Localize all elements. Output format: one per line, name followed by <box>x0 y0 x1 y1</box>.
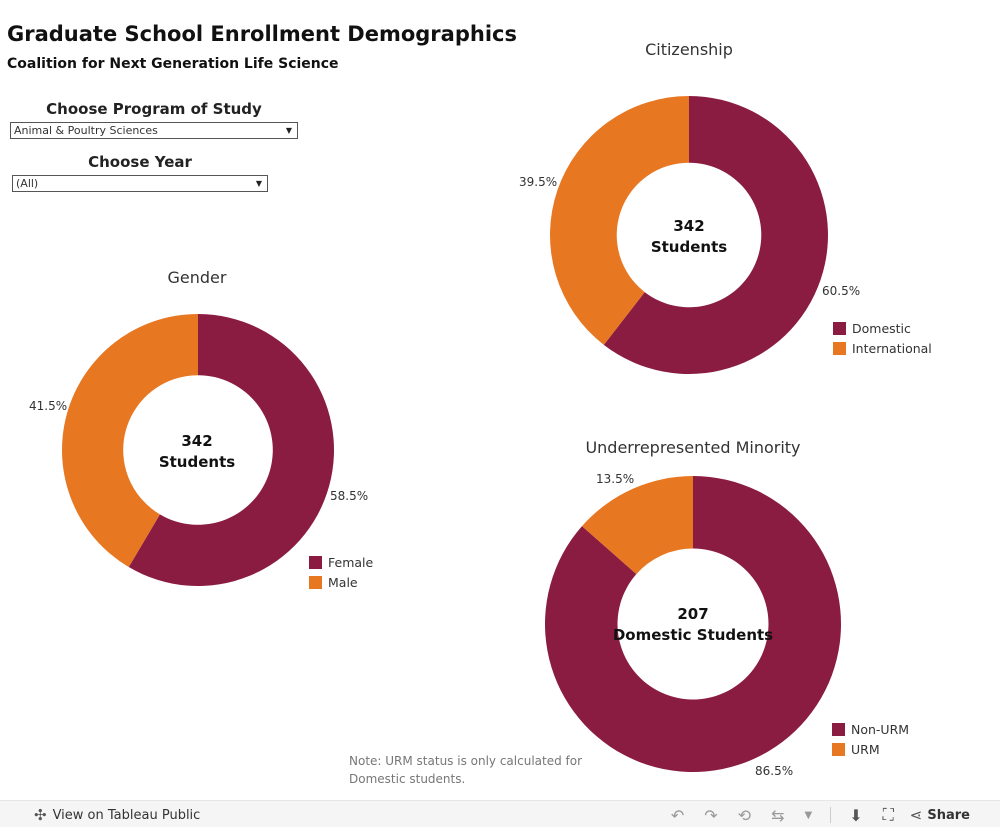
legend-item-male[interactable]: Male <box>309 572 373 592</box>
citizenship-chart-title: Citizenship <box>645 40 733 59</box>
legend-label-non-urm: Non-URM <box>851 721 910 737</box>
dropdown-arrow-icon: ▼ <box>285 126 292 135</box>
legend-label-male: Male <box>328 574 358 590</box>
pause-dropdown-icon[interactable]: ▼ <box>804 809 813 821</box>
urm-note: Note: URM status is only calculated for … <box>349 754 583 786</box>
citizenship-donut-chart <box>550 96 828 374</box>
urm-slice-urm[interactable] <box>581 476 693 575</box>
urm-urm-pct-label: 13.5% <box>596 472 635 486</box>
legend-swatch-international <box>833 341 846 355</box>
citizenship-center-count: 342 <box>673 217 705 235</box>
program-dropdown[interactable]: Animal & Poultry Sciences ▼ <box>10 122 298 139</box>
urm-donut-chart <box>545 476 841 772</box>
gender-donut-chart <box>61 314 334 586</box>
legend-item-domestic[interactable]: Domestic <box>833 318 932 338</box>
redo-icon[interactable]: ↷ <box>704 805 718 825</box>
citizenship-slice-international[interactable] <box>550 96 689 345</box>
share-button[interactable]: ⋖ Share <box>910 806 970 824</box>
legend-label-female: Female <box>328 554 374 570</box>
gender-center-unit: Students <box>158 453 236 471</box>
toolbar-separator <box>830 807 832 823</box>
undo-icon[interactable]: ↶ <box>670 805 685 825</box>
citizenship-center-label: 342 Students <box>609 216 769 258</box>
urm-center-unit: Domestic Students <box>612 626 774 644</box>
legend-swatch-domestic <box>833 321 846 335</box>
year-dropdown[interactable]: (All) ▼ <box>12 175 268 192</box>
gender-male-pct-label: 41.5% <box>29 399 68 413</box>
program-dropdown-value: Animal & Poultry Sciences <box>14 124 158 137</box>
legend-label-international: International <box>852 340 932 356</box>
tableau-toolbar: ✣ View on Tableau Public ↶ ↷ ⟲ ⇆ ▼ ⬇ ⛶ ⋖… <box>0 800 1000 827</box>
refresh-icon[interactable]: ⇆ <box>771 805 785 825</box>
revert-icon[interactable]: ⟲ <box>737 805 752 825</box>
urm-slice-non-urm[interactable] <box>545 476 841 772</box>
fullscreen-icon[interactable]: ⛶ <box>882 805 894 824</box>
gender-female-pct-label: 58.5% <box>330 489 369 503</box>
download-icon[interactable]: ⬇ <box>849 805 863 825</box>
legend-swatch-female <box>309 555 322 569</box>
view-on-tableau-link[interactable]: ✣ View on Tableau Public <box>34 806 200 824</box>
gender-slice-male[interactable] <box>61 314 198 568</box>
legend-item-international[interactable]: International <box>833 338 932 358</box>
legend-swatch-urm <box>832 742 845 756</box>
gender-legend: Female Male <box>309 552 373 592</box>
legend-label-urm: URM <box>851 741 880 757</box>
citizenship-legend: Domestic International <box>833 318 932 358</box>
legend-swatch-non-urm <box>832 722 845 736</box>
gender-center-count: 342 <box>181 432 213 450</box>
tableau-logo-icon: ✣ <box>34 806 47 824</box>
share-label: Share <box>927 807 970 823</box>
view-on-tableau-label: View on Tableau Public <box>52 807 201 823</box>
urm-center-count: 207 <box>677 605 709 623</box>
year-dropdown-value: (All) <box>16 177 39 190</box>
gender-slice-female[interactable] <box>128 314 334 586</box>
share-icon: ⋖ <box>909 806 923 824</box>
gender-center-label: 342 Students <box>117 431 277 473</box>
year-filter-label: Choose Year <box>88 153 192 171</box>
legend-item-non-urm[interactable]: Non-URM <box>832 719 909 739</box>
legend-item-female[interactable]: Female <box>309 552 373 572</box>
program-filter-label: Choose Program of Study <box>46 100 262 118</box>
urm-center-label: 207 Domestic Students <box>603 604 783 646</box>
dashboard-subtitle: Coalition for Next Generation Life Scien… <box>7 56 339 72</box>
legend-swatch-male <box>309 575 322 589</box>
toolbar-actions: ↶ ↷ ⟲ ⇆ ▼ ⬇ ⛶ ⋖ Share <box>661 805 970 825</box>
urm-non-urm-pct-label: 86.5% <box>755 764 794 778</box>
gender-chart-title: Gender <box>167 268 227 287</box>
citizenship-slice-domestic[interactable] <box>603 96 828 374</box>
legend-label-domestic: Domestic <box>852 320 911 336</box>
dropdown-arrow-icon: ▼ <box>255 179 262 188</box>
legend-item-urm[interactable]: URM <box>832 739 909 759</box>
citizenship-international-pct-label: 39.5% <box>519 175 558 189</box>
citizenship-center-unit: Students <box>650 238 728 256</box>
citizenship-domestic-pct-label: 60.5% <box>822 284 861 298</box>
urm-chart-title: Underrepresented Minority <box>585 438 801 457</box>
dashboard-title: Graduate School Enrollment Demographics <box>7 22 517 46</box>
urm-legend: Non-URM URM <box>832 719 909 759</box>
